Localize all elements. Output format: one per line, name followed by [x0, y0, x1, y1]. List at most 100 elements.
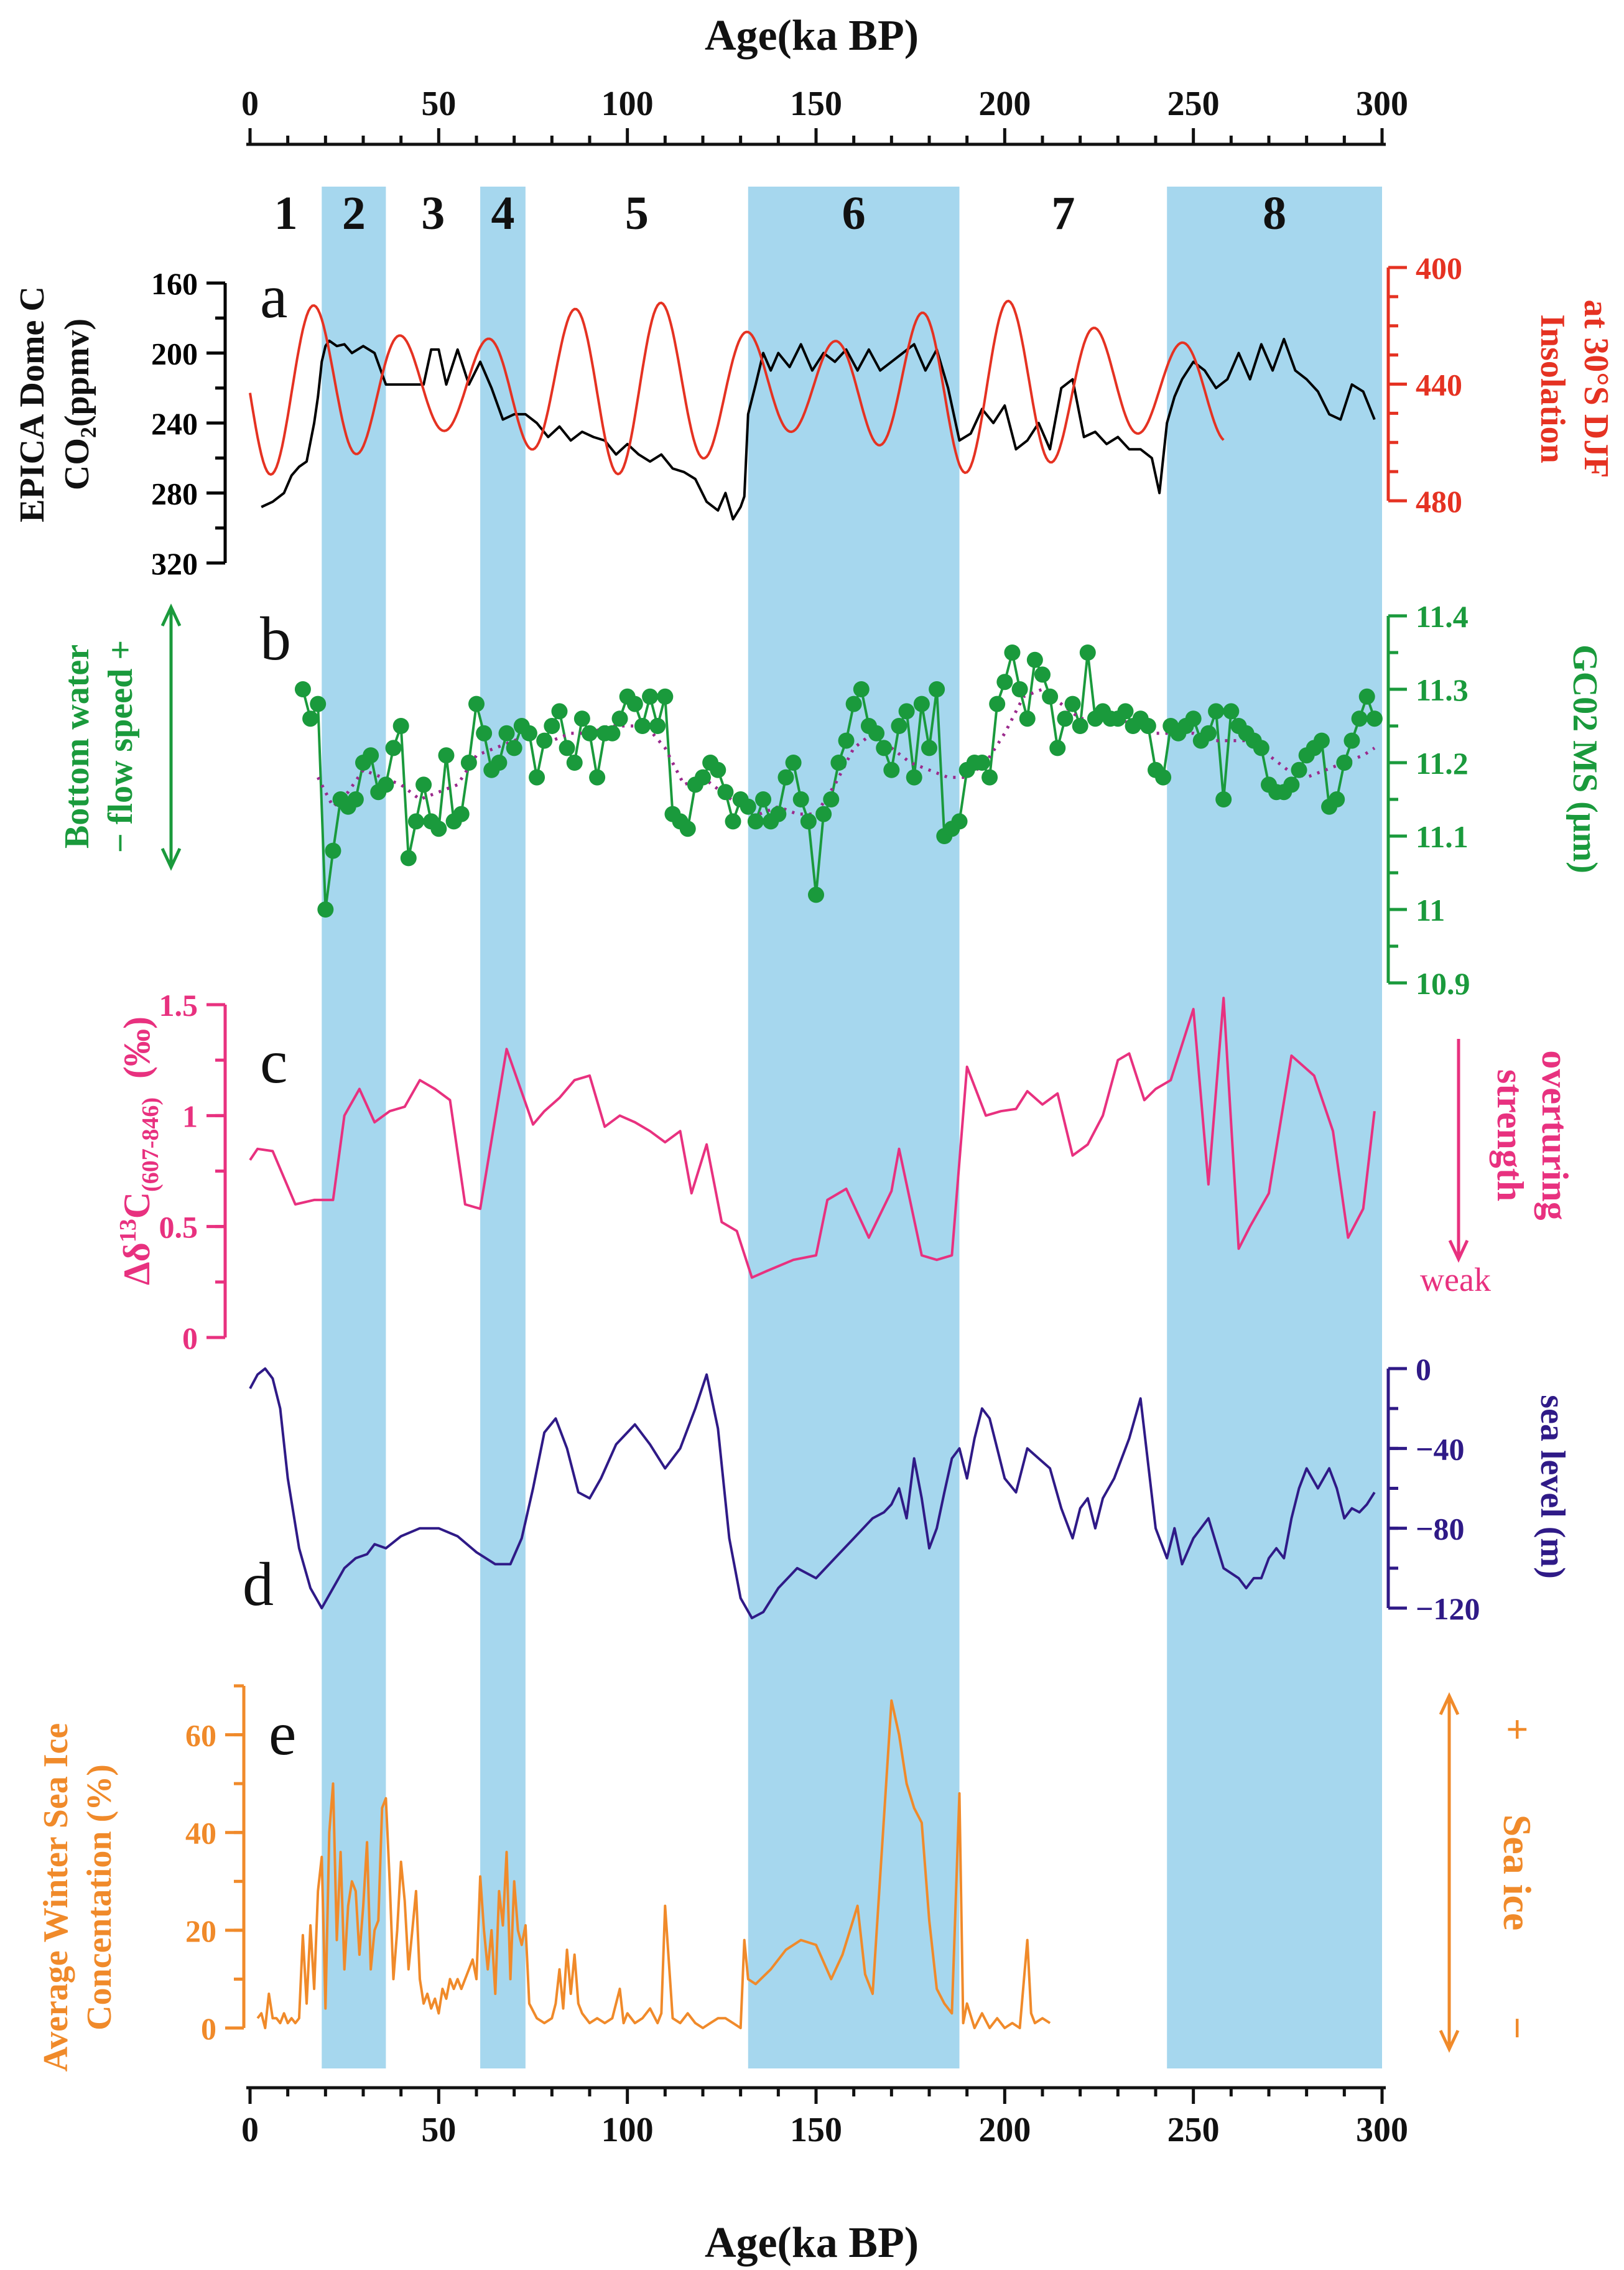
panel-d-right-axis-tick-label: −80: [1416, 1512, 1465, 1547]
panel-b-right-axis-tick-label: 10.9: [1416, 966, 1470, 1001]
panel-b-ms-point: [415, 776, 432, 793]
stage-label-4: 4: [491, 187, 514, 240]
panel-a-co2-label: CO: [58, 438, 96, 490]
panel-a-right-axis-tick-label: 440: [1416, 368, 1462, 402]
panel-c-strength-label: strength: [1490, 1069, 1531, 1201]
panel-b-ms-point: [868, 725, 885, 742]
panel-b-ms-point: [996, 674, 1013, 691]
top-axis-tick-label: 100: [601, 85, 654, 123]
panel-b-ms-point: [363, 747, 379, 764]
panel-d-right-title: sea level (m): [1533, 1395, 1572, 1578]
stage-label-1: 1: [274, 187, 298, 240]
panel-a-right-title-line1: Insolation: [1533, 314, 1572, 463]
panel-c-subscript: (607-846): [137, 1097, 164, 1192]
panel-d-sealevel-line: [249, 1367, 1376, 1619]
panel-b-right-axis-tick-label: 11.1: [1416, 819, 1469, 854]
panel-b-ms-point: [325, 842, 341, 859]
panel-b-ms-point: [1185, 710, 1202, 727]
bottom-axis-tick-label: 300: [1356, 2111, 1408, 2149]
panel-b-ms-point: [1004, 644, 1021, 661]
panel-b-ms-point: [883, 761, 900, 778]
stage-band-2: [322, 187, 386, 2068]
panel-b-ms-point: [710, 761, 726, 778]
stage-band-6: [748, 187, 960, 2068]
panel-d-right-axis-tick-label: −40: [1416, 1431, 1465, 1466]
panel-a-left-axis-tick-label: 320: [151, 546, 198, 581]
panel-b-ms-point: [747, 813, 764, 830]
panel-b-ms-point: [1329, 791, 1345, 807]
panel-b-ms-point: [529, 769, 545, 786]
top-axis-title: Age(ka BP): [705, 12, 919, 60]
panel-e-left-title-line1: Average Winter Sea Ice: [37, 1723, 75, 2072]
panel-a-co2-line: [261, 338, 1376, 521]
panel-b-ms-point: [1253, 740, 1269, 756]
panel-b-ms-point: [573, 710, 590, 727]
panel-b-ms-point: [634, 718, 651, 734]
stage-band-8: [1167, 187, 1382, 2068]
panel-b-ms-point: [1117, 703, 1134, 720]
panel-b-ms-point: [582, 725, 598, 742]
panel-b-ms-point: [740, 798, 756, 815]
panel-b-letter: b: [260, 604, 291, 673]
panel-c-unit: (‰): [116, 1016, 157, 1079]
panel-b-ms-point: [1139, 718, 1156, 734]
panel-c-left-axis-tick-label: 0.5: [159, 1210, 198, 1245]
panel-b-ms-point: [1283, 776, 1300, 793]
stage-label-6: 6: [842, 187, 866, 240]
panel-c-weak-arrow: [1448, 1039, 1469, 1263]
panel-b-right-title: GC02 MS (μm): [1566, 644, 1604, 873]
panel-b-ms-point: [755, 791, 772, 807]
panel-b-ms-point: [468, 695, 485, 712]
stage-label-5: 5: [625, 187, 649, 240]
panel-b-ms-point: [657, 688, 674, 705]
panel-b-ms-point: [1057, 710, 1074, 727]
panel-b-right-axis-tick-label: 11.3: [1416, 672, 1469, 707]
panel-b-ms-point: [536, 732, 553, 749]
panel-b-ms-point: [506, 740, 522, 756]
panel-b-ms-point: [453, 806, 470, 822]
panel-b-left-title-line2: − flow speed +: [101, 640, 140, 853]
panel-d-letter: d: [243, 1550, 274, 1619]
panel-b-ms-point: [989, 695, 1006, 712]
panel-b-ms-point: [808, 886, 824, 903]
panel-b-ms-point: [392, 718, 409, 734]
panel-b-ms-point: [876, 740, 893, 756]
panel-b-ms-point: [544, 718, 560, 734]
panel-c-overturning-label: overturing: [1534, 1050, 1575, 1220]
panel-a-right-title-line2: at 30°S DJF: [1577, 300, 1615, 478]
panel-b-ms-point: [498, 725, 515, 742]
panel-a-left-axis-tick-label: 160: [151, 266, 198, 301]
panel-b-ms-point: [830, 755, 847, 771]
data-series: [249, 299, 1383, 2029]
panel-e-left-axis-tick-label: 60: [185, 1718, 216, 1753]
stage-label-2: 2: [342, 187, 366, 240]
panel-b-ms-point: [1155, 769, 1172, 786]
panel-b-ms-point: [1291, 761, 1307, 778]
panel-b-ms-point: [626, 695, 643, 712]
panel-b-ms-point: [1042, 688, 1059, 705]
panel-b-ms-point: [777, 769, 794, 786]
panel-b-ms-point: [521, 725, 537, 742]
bottom-age-axis: Age(ka BP) 0 50 100 150 200 250 300: [241, 2086, 1408, 2267]
panel-e-minus-label: −: [1495, 2017, 1539, 2039]
panel-b-ms-point: [921, 740, 937, 756]
panel-a-left-axis-tick-label: 280: [151, 477, 198, 511]
panel-b-ms-point: [800, 813, 817, 830]
panel-b-ms-point: [823, 791, 840, 807]
panel-a-insolation-line: [249, 299, 1225, 476]
panel-e-plus-label: +: [1495, 1718, 1539, 1741]
panel-a-co2-unit: (ppmv): [58, 319, 96, 427]
panel-b-ms-point: [294, 681, 311, 697]
panel-b-ms-point: [929, 681, 945, 697]
panel-d-right-axis-tick-label: 0: [1416, 1352, 1431, 1387]
panel-b-ms-point: [1049, 740, 1066, 756]
panel-b-ms-point: [853, 681, 870, 697]
bottom-axis-tick-label: 0: [241, 2111, 259, 2149]
panel-b-ms-point: [1215, 791, 1232, 807]
panel-c-c-label: C: [116, 1192, 157, 1219]
panel-b-ms-point: [559, 740, 575, 756]
panel-b-ms-point: [1343, 732, 1360, 749]
top-axis-tick-label: 50: [421, 85, 456, 123]
panel-e-seaice-line: [256, 1699, 1051, 2029]
